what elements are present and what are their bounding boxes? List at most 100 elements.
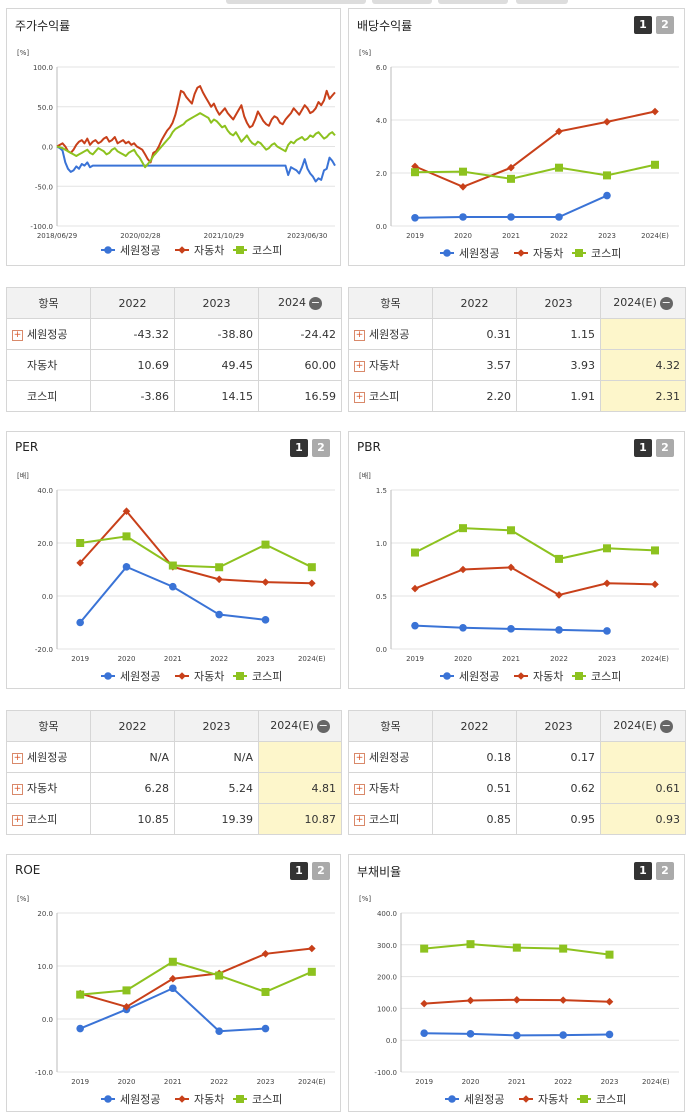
series-line [414, 110, 656, 188]
table-row: + 코스피 10.85 19.39 10.87 [6, 803, 342, 835]
expand-plus-icon[interactable]: + [12, 329, 23, 341]
expand-plus-icon[interactable]: + [12, 814, 23, 826]
legend-label: 세원정공 [464, 1093, 504, 1106]
unit-label: [배] [359, 471, 371, 480]
x-tick-label: 2024(E) [298, 1078, 326, 1086]
data-point [603, 191, 611, 200]
top-tab-1[interactable] [226, 0, 366, 4]
row-label: + 자동차 [6, 772, 91, 804]
legend-marker [575, 249, 583, 257]
data-point [76, 539, 85, 547]
expand-plus-icon[interactable]: + [354, 360, 365, 372]
header-2022: 2022 [90, 287, 175, 319]
data-point [308, 579, 316, 588]
data-point [411, 621, 419, 630]
data-point [122, 532, 131, 541]
header-2023: 2023 [174, 710, 259, 742]
data-point [603, 118, 611, 126]
top-tab-4[interactable] [516, 0, 568, 4]
panel-title: PER [15, 440, 39, 454]
expand-plus-icon[interactable]: + [354, 329, 365, 341]
legend-marker [443, 672, 451, 680]
chart-toggle-2-button[interactable]: 2 [656, 862, 674, 880]
y-tick-label: -100.0 [374, 1069, 397, 1077]
legend-label: 코스피 [596, 1093, 626, 1106]
collapse-minus-icon[interactable]: − [316, 718, 330, 733]
expand-plus-icon[interactable]: + [12, 783, 23, 795]
table-cell [600, 741, 686, 773]
data-point [559, 944, 568, 953]
header-2023: 2023 [174, 287, 259, 319]
y-tick-label: 0.0 [42, 1016, 53, 1024]
chart-toggle-1-button[interactable]: 1 [290, 439, 308, 457]
y-tick-label: 4.0 [376, 117, 387, 125]
data-point [555, 163, 563, 172]
table-row: 코스피 -3.86 14.15 16.59 [6, 380, 342, 412]
data-point [651, 107, 659, 116]
table-cell: 14.15 [174, 380, 259, 412]
unit-label: [%] [359, 49, 371, 57]
data-point [459, 213, 467, 221]
chart-toggle-1-button[interactable]: 1 [634, 439, 652, 457]
x-tick-label: 2020 [118, 655, 136, 663]
data-point [459, 524, 467, 533]
data-point [459, 565, 467, 574]
legend-label: 자동차 [194, 670, 224, 683]
legend-marker [178, 246, 186, 254]
y-tick-label: 0.0 [42, 593, 53, 601]
collapse-minus-icon[interactable]: − [309, 295, 322, 310]
chart-toggle-2-button[interactable]: 2 [312, 862, 330, 880]
dividend-chart: [%] 6.0 4.0 2.0 0.0 2019 2020 2021 2022 2023 2024(… [359, 49, 679, 260]
expand-plus-icon[interactable]: + [354, 752, 365, 764]
collapse-minus-icon[interactable]: − [659, 718, 673, 733]
data-point [215, 1027, 223, 1035]
legend-label: 세원정공 [459, 247, 499, 260]
y-tick-label: 400.0 [377, 910, 397, 918]
expand-plus-icon[interactable]: + [354, 391, 365, 403]
y-tick-label: 6.0 [376, 64, 387, 72]
panel-title: ROE [15, 863, 41, 877]
header-2022: 2022 [432, 287, 517, 319]
data-point [459, 167, 467, 176]
row-label: + 세원정공 [348, 741, 433, 773]
table-cell: -38.80 [174, 318, 259, 350]
series-line [79, 565, 266, 624]
data-point [603, 627, 611, 635]
legend-marker [104, 246, 112, 254]
legend-label: 자동차 [538, 1093, 568, 1106]
debt-chart: [%] 400.0 300.0 200.0 100.0 0.0 -100.0 2019 2020… [359, 895, 679, 1106]
table-cell: 0.95 [516, 803, 601, 835]
x-tick-label: 2019 [71, 655, 89, 663]
chart-toggle-2-button[interactable]: 2 [656, 16, 674, 34]
data-point [651, 546, 659, 555]
data-point [261, 578, 270, 586]
chart-toggle-1-button[interactable]: 1 [634, 16, 652, 34]
expand-plus-icon[interactable]: + [354, 783, 365, 795]
data-point [555, 213, 563, 221]
top-tab-2[interactable] [372, 0, 432, 4]
chart-toggle-1-button[interactable]: 1 [290, 862, 308, 880]
table-cell: 3.93 [516, 349, 601, 381]
chart-toggle-1-button[interactable]: 1 [634, 862, 652, 880]
table-cell: N/A [174, 741, 259, 773]
x-tick-label: 2021 [502, 232, 520, 240]
chart-toggle-2-button[interactable]: 2 [656, 439, 674, 457]
x-tick-label: 2019 [71, 1078, 89, 1086]
x-tick-label: 2020 [454, 655, 472, 663]
legend-marker [104, 1095, 112, 1103]
expand-plus-icon[interactable]: + [354, 814, 365, 826]
chart-toggle-2-button[interactable]: 2 [312, 439, 330, 457]
collapse-minus-icon[interactable]: − [659, 295, 673, 310]
legend-label: 자동차 [533, 670, 563, 683]
panel-title: PBR [357, 440, 381, 454]
table-row: + 자동차 6.28 5.24 4.81 [6, 772, 342, 804]
table-cell: 0.85 [432, 803, 517, 835]
data-point [261, 987, 270, 996]
legend-label: 자동차 [533, 247, 563, 260]
top-tab-3[interactable] [438, 0, 508, 4]
x-tick-label: 2024(E) [298, 655, 326, 663]
panel-title: 배당수익률 [357, 19, 413, 33]
data-point [466, 996, 475, 1005]
expand-plus-icon[interactable]: + [12, 752, 23, 764]
